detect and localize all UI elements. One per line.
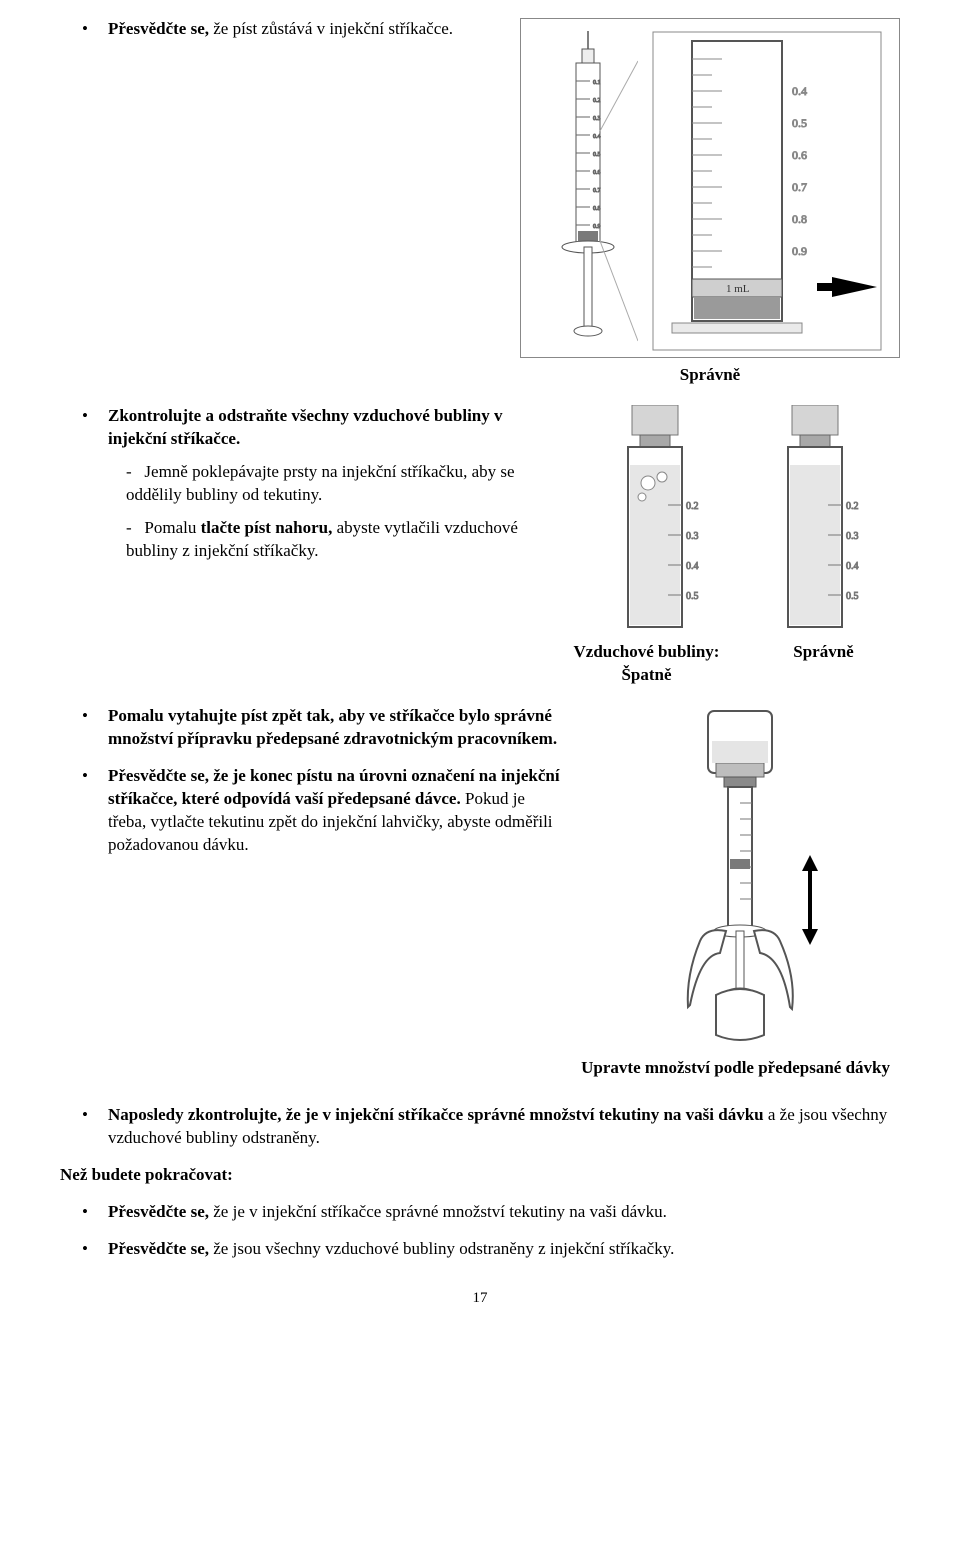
- step5a-lead: Přesvědčte se,: [108, 1202, 209, 1221]
- step4-lead: Naposledy zkontrolujte, že je v injekční…: [108, 1105, 764, 1124]
- bullet-step5a: Přesvědčte se, že je v injekční stříkačc…: [60, 1201, 900, 1224]
- svg-text:0.7: 0.7: [792, 180, 807, 194]
- svg-text:0.1: 0.1: [593, 80, 601, 86]
- bullet-step1: Přesvědčte se, že píst zůstává v injekčn…: [60, 18, 502, 41]
- step2-sub: - Jemně poklepávajte prsty na injekční s…: [108, 461, 552, 563]
- fig2-caption-left: Vzduchové bubliny: Špatně: [570, 641, 723, 687]
- step5b-tail: že jsou všechny vzduchové bubliny odstra…: [209, 1239, 674, 1258]
- step2-s1a: - Jemně poklepávajte prsty na injekční s…: [126, 461, 552, 507]
- svg-text:0.5: 0.5: [593, 152, 601, 158]
- figure1: 0.1 0.2 0.3 0.4 0.5 0.6 0.7 0.8 0.9: [520, 18, 900, 358]
- figure2-col: 0.2 0.3 0.4 0.5 0.2 0.3 0.4 0.5: [570, 405, 900, 687]
- svg-text:0.8: 0.8: [792, 212, 807, 226]
- svg-text:0.3: 0.3: [846, 531, 859, 542]
- fig2-caption-right: Správně: [747, 641, 900, 687]
- svg-text:0.3: 0.3: [686, 531, 699, 542]
- step1-rest: že píst zůstává v injekční stříkačce.: [213, 19, 453, 38]
- step5-list: Přesvědčte se, že je v injekční stříkačc…: [60, 1201, 900, 1261]
- svg-text:0.5: 0.5: [846, 591, 859, 602]
- page-number: 17: [60, 1288, 900, 1308]
- svg-text:0.4: 0.4: [686, 561, 699, 572]
- step3-b1: Pomalu vytahujte píst zpět tak, aby ve s…: [108, 706, 557, 748]
- svg-text:0.9: 0.9: [792, 244, 807, 258]
- svg-text:0.3: 0.3: [593, 116, 601, 122]
- step1-text: Přesvědčte se, že píst zůstává v injekčn…: [60, 18, 502, 55]
- svg-text:0.5: 0.5: [792, 116, 807, 130]
- row-step1: Přesvědčte se, že píst zůstává v injekčn…: [60, 18, 900, 387]
- bullet-step4: Naposledy zkontrolujte, že je v injekční…: [60, 1104, 900, 1150]
- bullet-step5b: Přesvědčte se, že jsou všechny vzduchové…: [60, 1238, 900, 1261]
- step3-text: Pomalu vytahujte píst zpět tak, aby ve s…: [60, 705, 562, 871]
- bullet-step3a: Pomalu vytahujte píst zpět tak, aby ve s…: [60, 705, 562, 751]
- svg-text:0.5: 0.5: [686, 591, 699, 602]
- svg-text:0.4: 0.4: [593, 134, 601, 140]
- step5b-lead: Přesvědčte se,: [108, 1239, 209, 1258]
- svg-text:0.2: 0.2: [846, 501, 859, 512]
- svg-text:0.4: 0.4: [792, 84, 807, 98]
- step2-s1b: - Pomalu tlačte píst nahoru, abyste vytl…: [126, 517, 552, 563]
- row-step3: Pomalu vytahujte píst zpět tak, aby ve s…: [60, 705, 900, 1045]
- svg-text:1 mL: 1 mL: [726, 283, 750, 295]
- syringe-correct-icon: 0.2 0.3 0.4 0.5: [750, 405, 880, 635]
- syringe-zoom-icon: 0.4 0.5 0.6 0.7 0.8 0.9 1 mL: [652, 31, 882, 351]
- fig1-caption: Správně: [680, 364, 740, 387]
- figure1-col: 0.1 0.2 0.3 0.4 0.5 0.6 0.7 0.8 0.9: [520, 18, 900, 387]
- svg-text:0.4: 0.4: [846, 561, 859, 572]
- step4-list: Naposledy zkontrolujte, že je v injekční…: [60, 1104, 900, 1150]
- fig3-caption-row: Upravte množství podle předepsané dávky: [60, 1057, 900, 1080]
- hand-syringe-vial-icon: [590, 705, 890, 1045]
- step2-b1: Zkontrolujte a odstraňte všechny vzducho…: [108, 406, 503, 448]
- fig3-caption: Upravte množství podle předepsané dávky: [60, 1057, 900, 1080]
- svg-text:0.6: 0.6: [593, 170, 601, 176]
- svg-text:0.6: 0.6: [792, 148, 807, 162]
- bullet-step2: Zkontrolujte a odstraňte všechny vzducho…: [60, 405, 552, 563]
- svg-text:0.7: 0.7: [593, 188, 601, 194]
- syringe-bubbles-icon: 0.2 0.3 0.4 0.5: [590, 405, 720, 635]
- pre-continue-heading: Než budete pokračovat:: [60, 1164, 900, 1187]
- figure2: 0.2 0.3 0.4 0.5 0.2 0.3 0.4 0.5: [590, 405, 880, 635]
- row-step2: Zkontrolujte a odstraňte všechny vzducho…: [60, 405, 900, 687]
- svg-text:0.2: 0.2: [686, 501, 699, 512]
- svg-text:0.8: 0.8: [593, 206, 601, 212]
- svg-text:0.9: 0.9: [593, 224, 601, 230]
- bullet-step3b: Přesvědčte se, že je konec pístu na úrov…: [60, 765, 562, 857]
- syringe-small-icon: 0.1 0.2 0.3 0.4 0.5 0.6 0.7 0.8 0.9: [538, 31, 638, 351]
- step1-lead: Přesvědčte se,: [108, 19, 209, 38]
- fig2-captions: Vzduchové bubliny: Špatně Správně: [570, 641, 900, 687]
- step2-text: Zkontrolujte a odstraňte všechny vzducho…: [60, 405, 552, 577]
- svg-text:0.2: 0.2: [593, 98, 601, 104]
- figure3-col: [580, 705, 900, 1045]
- step5a-tail: že je v injekční stříkačce správné množs…: [209, 1202, 667, 1221]
